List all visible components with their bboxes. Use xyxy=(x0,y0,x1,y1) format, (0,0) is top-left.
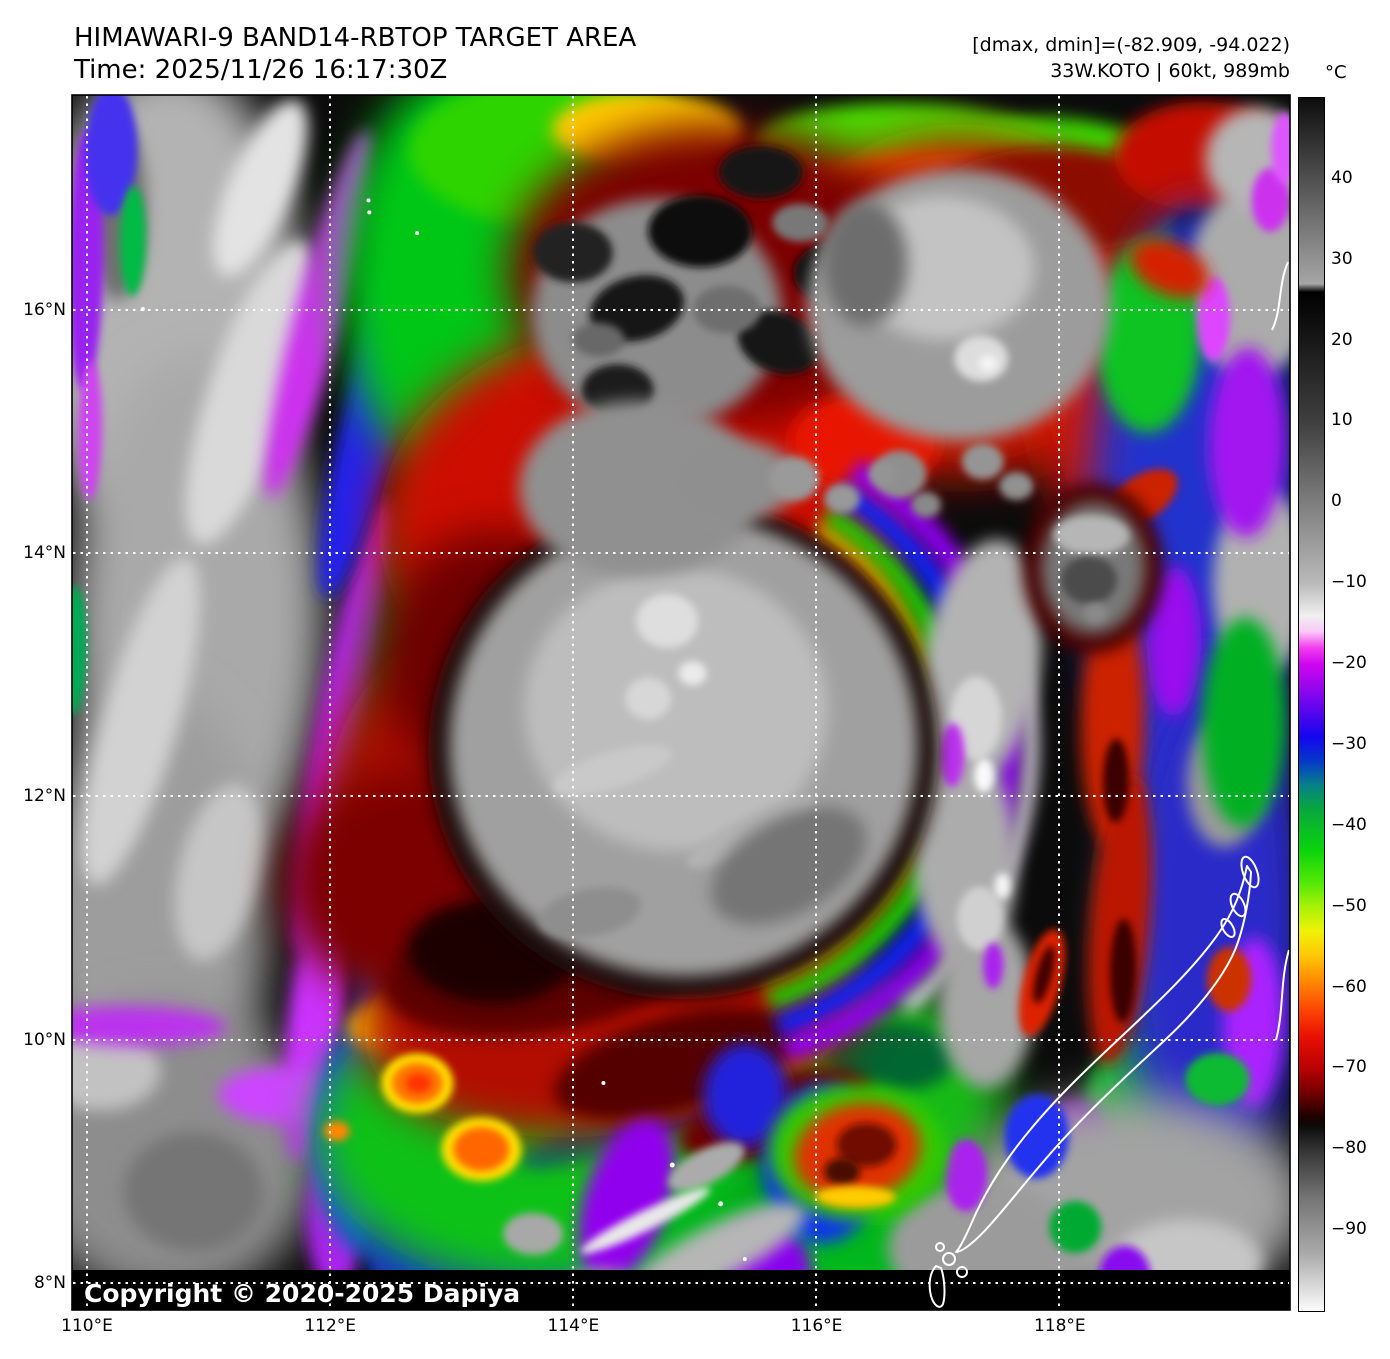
colorbar-tick-label: −70 xyxy=(1331,1057,1367,1078)
map-frame xyxy=(71,94,1291,1311)
dmax-dmin-readout: [dmax, dmin]=(-82.909, -94.022) xyxy=(972,34,1290,56)
copyright-text: Copyright © 2020-2025 Dapiya xyxy=(84,1279,521,1308)
colorbar-tick-label: −30 xyxy=(1331,733,1367,754)
x-tick-label: 116°E xyxy=(790,1316,843,1336)
colorbar-tick-label: −10 xyxy=(1331,572,1367,593)
coastline-overlay xyxy=(928,261,1290,1308)
annotation-block: [dmax, dmin]=(-82.909, -94.022) 33W.KOTO… xyxy=(972,32,1290,84)
colorbar-tick-label: −40 xyxy=(1331,814,1367,835)
y-tick-label: 12°N xyxy=(23,786,66,807)
colorbar-unit-label: °C xyxy=(1325,62,1347,83)
colorbar-tick-label: −50 xyxy=(1331,895,1367,916)
x-tick-label: 112°E xyxy=(304,1316,357,1336)
y-tick-label: 14°N xyxy=(23,543,66,564)
colorbar-tick-label: −60 xyxy=(1331,976,1367,997)
satellite-swath xyxy=(72,95,1290,1310)
page-title: HIMAWARI-9 BAND14-RBTOP TARGET AREA xyxy=(74,23,637,53)
storm-info: 33W.KOTO | 60kt, 989mb xyxy=(1050,60,1290,82)
x-tick-label: 118°E xyxy=(1033,1316,1086,1336)
x-tick-label: 110°E xyxy=(61,1316,113,1336)
y-tick-label: 16°N xyxy=(23,300,66,320)
colorbar-gradient xyxy=(1298,97,1325,1312)
copyright-band xyxy=(72,1270,1290,1310)
y-tick-label: 10°N xyxy=(23,1029,66,1050)
x-tick-label: 114°E xyxy=(547,1316,600,1336)
colorbar-tick-label: −20 xyxy=(1331,653,1367,674)
graticule xyxy=(73,96,1289,1309)
colorbar-tick-label: −80 xyxy=(1331,1138,1367,1159)
y-tick-label: 8°N xyxy=(33,1272,66,1293)
colorbar-tick-label: −90 xyxy=(1331,1219,1367,1240)
colorbar-tick-label: 10 xyxy=(1331,410,1353,431)
colorbar-tick-label: 0 xyxy=(1331,491,1342,512)
noise-specks xyxy=(140,198,747,1262)
colorbar-tick-label: 30 xyxy=(1331,248,1353,269)
colorbar-tick-label: 20 xyxy=(1331,329,1353,350)
colorbar-tick-label: 40 xyxy=(1331,167,1353,188)
timestamp: Time: 2025/11/26 16:17:30Z xyxy=(74,55,448,85)
